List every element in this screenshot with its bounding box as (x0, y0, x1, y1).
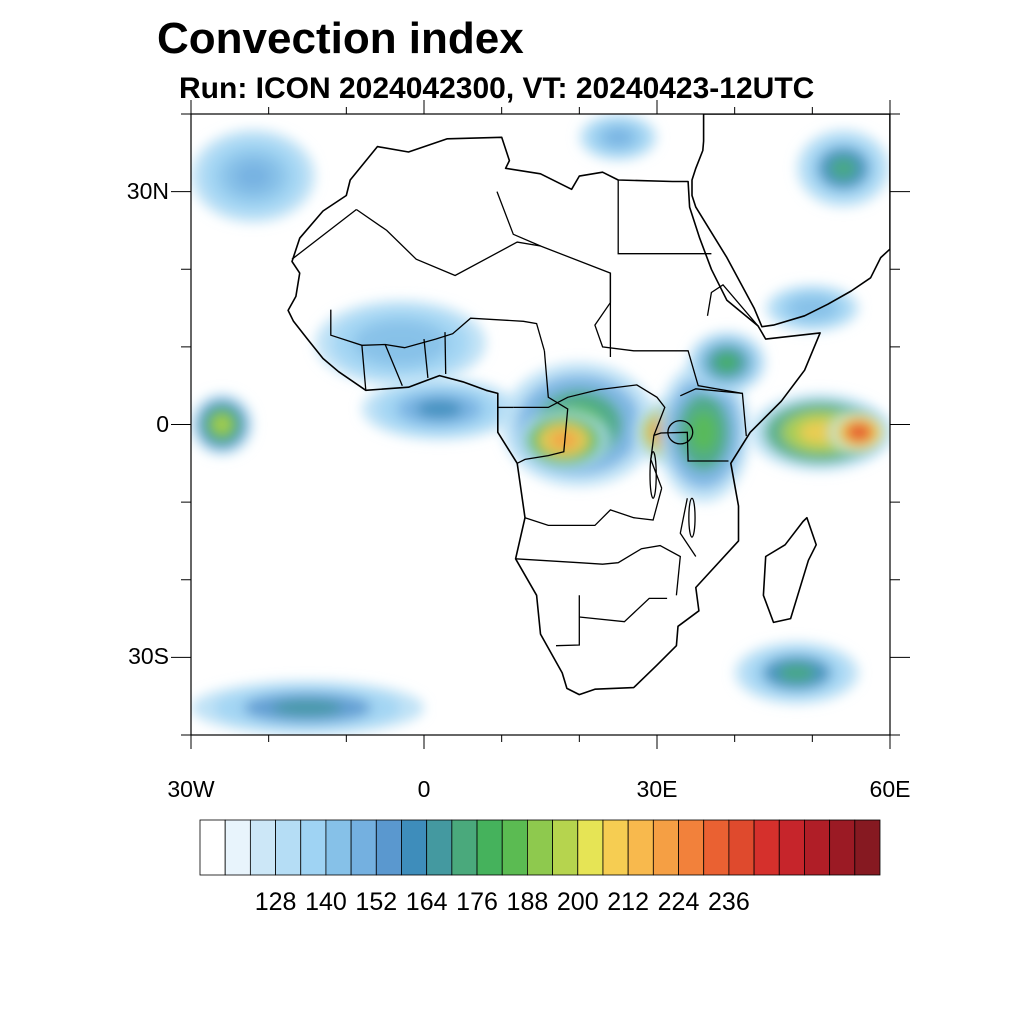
colorbar-swatch (627, 819, 654, 876)
lon-label: 60E (869, 776, 911, 802)
border-line (516, 350, 569, 464)
map-subtitle: Run: ICON 2024042300, VT: 20240423-12UTC (179, 72, 815, 105)
convection-west-africa-sahel (315, 300, 487, 386)
colorbar-swatch (401, 819, 428, 876)
border-line (653, 431, 729, 462)
colorbar-swatch (426, 819, 453, 876)
border-line (513, 384, 666, 489)
coast-arabia (691, 114, 890, 328)
colorbar-swatch (224, 819, 251, 876)
lat-label: 30N (126, 177, 169, 204)
convection-north-atlantic-band (191, 129, 316, 223)
coastlines (287, 114, 890, 696)
convection-central-congo-core (517, 408, 611, 472)
colorbar-swatch (199, 819, 226, 876)
border-line (579, 597, 668, 623)
convection-ethiopia-highlands (688, 331, 766, 394)
colorbar-swatch (728, 819, 755, 876)
colorbar-label: 128 (254, 888, 297, 916)
colorbar-label: 236 (708, 888, 750, 916)
colorbar-swatch (275, 819, 302, 876)
colorbar-label: 176 (456, 888, 498, 916)
coast-africa (287, 136, 821, 696)
colorbar-swatch (703, 819, 730, 876)
border-line (594, 273, 743, 395)
colorbar-swatch (652, 819, 679, 876)
border-line (291, 208, 357, 260)
colorbar-swatch (300, 819, 327, 876)
border-line (330, 309, 546, 351)
border-line (361, 345, 367, 391)
border-line (444, 332, 447, 375)
border-line (524, 488, 663, 527)
colorbar-swatch (249, 819, 276, 876)
colorbar-swatch (527, 819, 553, 876)
border-line (680, 388, 747, 437)
lon-label: 30W (167, 776, 215, 802)
colorbar-swatch (375, 819, 402, 876)
colorbar-swatch (325, 819, 352, 876)
lat-label: 0 (156, 410, 169, 437)
plot-area (191, 114, 890, 735)
convection-madagascar-south (734, 641, 859, 704)
lon-label: 30E (636, 776, 678, 802)
lat-label: 30S (128, 643, 169, 670)
colorbar-swatch (350, 819, 377, 876)
colorbar-swatch (552, 819, 579, 876)
colorbar-swatch (501, 819, 528, 876)
colorbar-swatch (602, 819, 629, 876)
colorbar-label: 212 (607, 888, 649, 916)
colorbar-label: 188 (506, 888, 549, 916)
border-line (384, 344, 403, 386)
convection-gulf-of-guinea (361, 377, 518, 441)
border-line (555, 595, 580, 647)
coast-madagascar (762, 516, 817, 624)
colorbar-swatch (577, 819, 604, 876)
convection-mediterranean-east (579, 114, 658, 161)
border-line (617, 180, 712, 255)
colorbar-swatch (451, 819, 478, 876)
colorbar-swatch (678, 819, 705, 876)
colorbar-label: 164 (405, 888, 448, 916)
colorbar-swatch (854, 819, 881, 876)
lake (649, 451, 657, 499)
lon-label: 0 (417, 776, 431, 802)
convection-east-africa (657, 362, 751, 503)
lake (688, 497, 696, 538)
colorbar-label: 140 (305, 888, 347, 916)
colorbar-label: 152 (355, 888, 398, 916)
convection-indian-ocean-core (827, 408, 890, 456)
convection-south-atlantic-band (191, 680, 424, 735)
colorbar-swatch (476, 819, 503, 876)
country-borders (291, 180, 759, 647)
border-line (356, 208, 612, 357)
axis-ticks (171, 100, 910, 749)
convection-caspian-iran (796, 129, 890, 208)
colorbar (199, 819, 881, 876)
colorbar-label: 200 (556, 888, 599, 916)
convection-atlantic-equator (191, 393, 254, 456)
lake (667, 419, 694, 445)
convection-arabian-sea-north (765, 284, 859, 332)
colorbar-swatch (753, 819, 780, 876)
colorbar-swatch (804, 819, 831, 876)
border-line (706, 283, 759, 327)
border-line (679, 498, 697, 557)
map-title: Convection index (157, 14, 524, 63)
border-line (496, 191, 541, 247)
border-line (515, 544, 681, 596)
colorbar-swatch (829, 819, 856, 876)
border-line (423, 339, 429, 378)
colorbar-swatch (778, 819, 805, 876)
colorbar-label: 224 (657, 888, 700, 916)
